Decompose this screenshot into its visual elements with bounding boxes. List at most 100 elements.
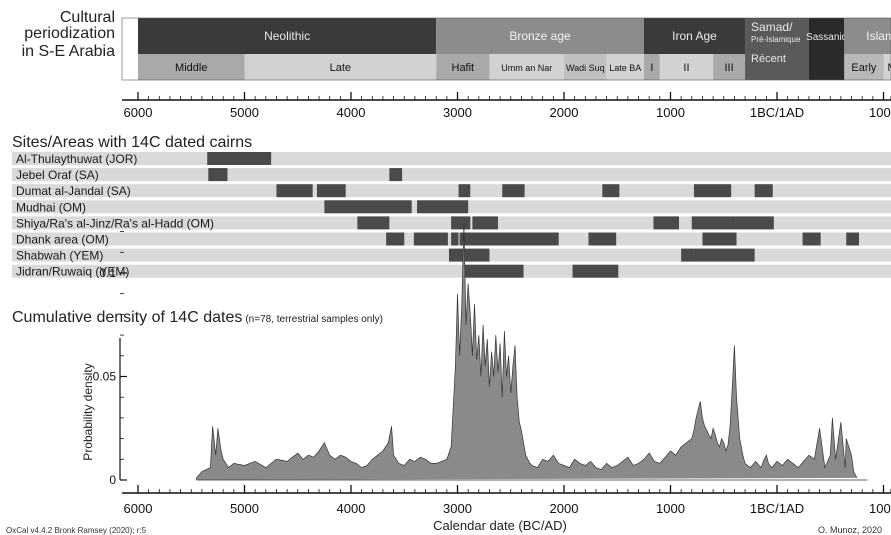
date-range-bar xyxy=(602,184,620,198)
site-name-label: Shabwah (YEM) xyxy=(16,249,103,263)
date-range-bar xyxy=(588,232,617,246)
periodization-title-line-2: periodization xyxy=(24,25,115,42)
period-bronze-age xyxy=(436,18,644,54)
subperiod-iii xyxy=(713,54,746,80)
date-range-bar xyxy=(448,248,490,262)
date-range-bar xyxy=(276,184,313,198)
date-range-bar xyxy=(324,200,412,214)
periodization-frame xyxy=(121,17,891,81)
periodization-title-line-3: in S-E Arabia xyxy=(22,43,115,60)
bottom-tick-label: 1000 xyxy=(869,501,891,516)
density-section-title: Cumulative density of 14C dates (n=78, te… xyxy=(12,309,383,326)
period-label-samad: Samad/ xyxy=(751,20,793,34)
subperiod-label-late: Late xyxy=(330,62,351,74)
date-range-bar xyxy=(462,264,524,278)
date-range-bar xyxy=(389,168,403,182)
period-label-bronze-age: Bronze age xyxy=(509,29,571,43)
top-tick-label: 3000 xyxy=(443,105,472,120)
top-tick-label: 5000 xyxy=(230,105,259,120)
density-panel: 0 0.05 0.1 xyxy=(93,223,868,487)
software-credit: OxCal v4.4.2 Bronk Ramsey (2020); r:5 xyxy=(6,526,147,535)
subperiod-label-early: Early xyxy=(851,62,877,74)
date-range-bar xyxy=(735,216,774,230)
bottom-tick-label: 6000 xyxy=(124,501,153,516)
date-range-bar xyxy=(451,232,459,246)
date-range-bar xyxy=(702,232,737,246)
date-range-bar xyxy=(417,200,469,214)
top-tick-label: 6000 xyxy=(124,105,153,120)
site-row-band xyxy=(12,168,891,182)
date-range-bar xyxy=(458,184,471,198)
date-range-bar xyxy=(208,168,228,182)
author-credit: O. Munoz, 2020 xyxy=(818,525,882,535)
period-sublabel-pr-islamique: Pré-Islamique xyxy=(751,35,801,44)
subperiod-label-middle: Middle xyxy=(175,62,207,74)
date-range-bar xyxy=(691,216,736,230)
y-tick-label: 0.05 xyxy=(93,370,117,384)
subperiod-blank-10 xyxy=(808,54,845,80)
subperiod-early xyxy=(844,54,884,80)
subperiod-label-iii: III xyxy=(724,62,733,74)
date-range-bar xyxy=(413,232,448,246)
subperiod-hafit xyxy=(436,54,490,80)
subperiod-label-middle: Middle xyxy=(888,62,891,74)
site-name-label: Dumat al-Jandal (SA) xyxy=(16,184,131,198)
y-axis-label: Probability density xyxy=(81,363,95,460)
date-range-bar xyxy=(572,264,619,278)
subperiod-label-wadi-suq: Wadi Suq xyxy=(566,63,605,73)
sites-panel: Al-Thulaythuwat (JOR) Jebel Oraf (SA) Duma… xyxy=(12,152,891,279)
date-range-bar xyxy=(693,184,732,198)
y-tick-label: 0 xyxy=(109,473,116,487)
top-tick-label: 1BC/1AD xyxy=(750,105,804,120)
subperiod-label-i: I xyxy=(650,62,653,74)
subperiod-umm-an-nar xyxy=(489,54,564,80)
subperiod-label-hafit: Hafit xyxy=(452,62,475,74)
date-range-bar xyxy=(316,184,346,198)
period-label-neolithic: Neolithic xyxy=(264,29,310,43)
date-range-bar xyxy=(472,216,498,230)
subperiod-r-cent xyxy=(745,54,809,80)
density-note: (n=78, terrestrial samples only) xyxy=(245,314,383,325)
y-tick-label: 0.1 xyxy=(99,266,116,280)
date-range-bar xyxy=(502,184,525,198)
date-range-bar xyxy=(459,232,559,246)
top-tick-label: 1000 xyxy=(869,105,891,120)
date-range-bar xyxy=(802,232,821,246)
site-row-band xyxy=(12,184,891,198)
subperiod-middle xyxy=(138,54,245,80)
top-tick-label: 1000 xyxy=(656,105,685,120)
date-range-bar xyxy=(451,216,471,230)
subperiod-wadi-suq xyxy=(564,54,607,80)
density-area xyxy=(196,223,858,481)
date-range-bar xyxy=(357,216,390,230)
date-range-bar xyxy=(653,216,680,230)
period-iron-age xyxy=(643,18,746,54)
subperiod-label-r-cent: Récent xyxy=(751,53,786,65)
site-name-label: Shiya/Ra's al-Jinz/Ra's al-Hadd (OM) xyxy=(16,216,214,230)
period-islamic xyxy=(844,18,891,54)
site-name-label: Al-Thulaythuwat (JOR) xyxy=(16,152,137,166)
bottom-tick-label: 4000 xyxy=(337,501,366,516)
bottom-tick-label: 1BC/1AD xyxy=(750,501,804,516)
periodization-title-line-1: Cultural xyxy=(60,9,115,26)
site-name-label: Dhank area (OM) xyxy=(16,233,109,247)
site-name-label: Jebel Oraf (SA) xyxy=(16,168,99,182)
sites-section-title: Sites/Areas with 14C dated cairns xyxy=(12,134,252,151)
subperiod-label-umm-an-nar: Umm an Nar xyxy=(501,63,552,73)
bottom-tick-label: 5000 xyxy=(230,501,259,516)
bottom-tick-label: 3000 xyxy=(443,501,472,516)
periodization-band: Neolithic Bronze age Iron Age Samad/Pré-Isl… xyxy=(121,17,891,81)
bottom-tick-label: 2000 xyxy=(550,501,579,516)
period-neolithic xyxy=(138,18,437,54)
subperiod-middle xyxy=(883,54,891,80)
subperiod-i xyxy=(643,54,660,80)
date-range-bar xyxy=(754,184,773,198)
subperiod-late xyxy=(244,54,437,80)
top-tick-label: 4000 xyxy=(337,105,366,120)
period-label-iron-age: Iron Age xyxy=(672,29,717,43)
date-range-bar xyxy=(386,232,405,246)
site-name-label: Jidran/Ruwaiq (YEM) xyxy=(16,265,129,279)
top-tick-label: 2000 xyxy=(550,105,579,120)
date-range-bar xyxy=(846,232,860,246)
period-label-sassanid: Sassanid xyxy=(806,32,847,43)
